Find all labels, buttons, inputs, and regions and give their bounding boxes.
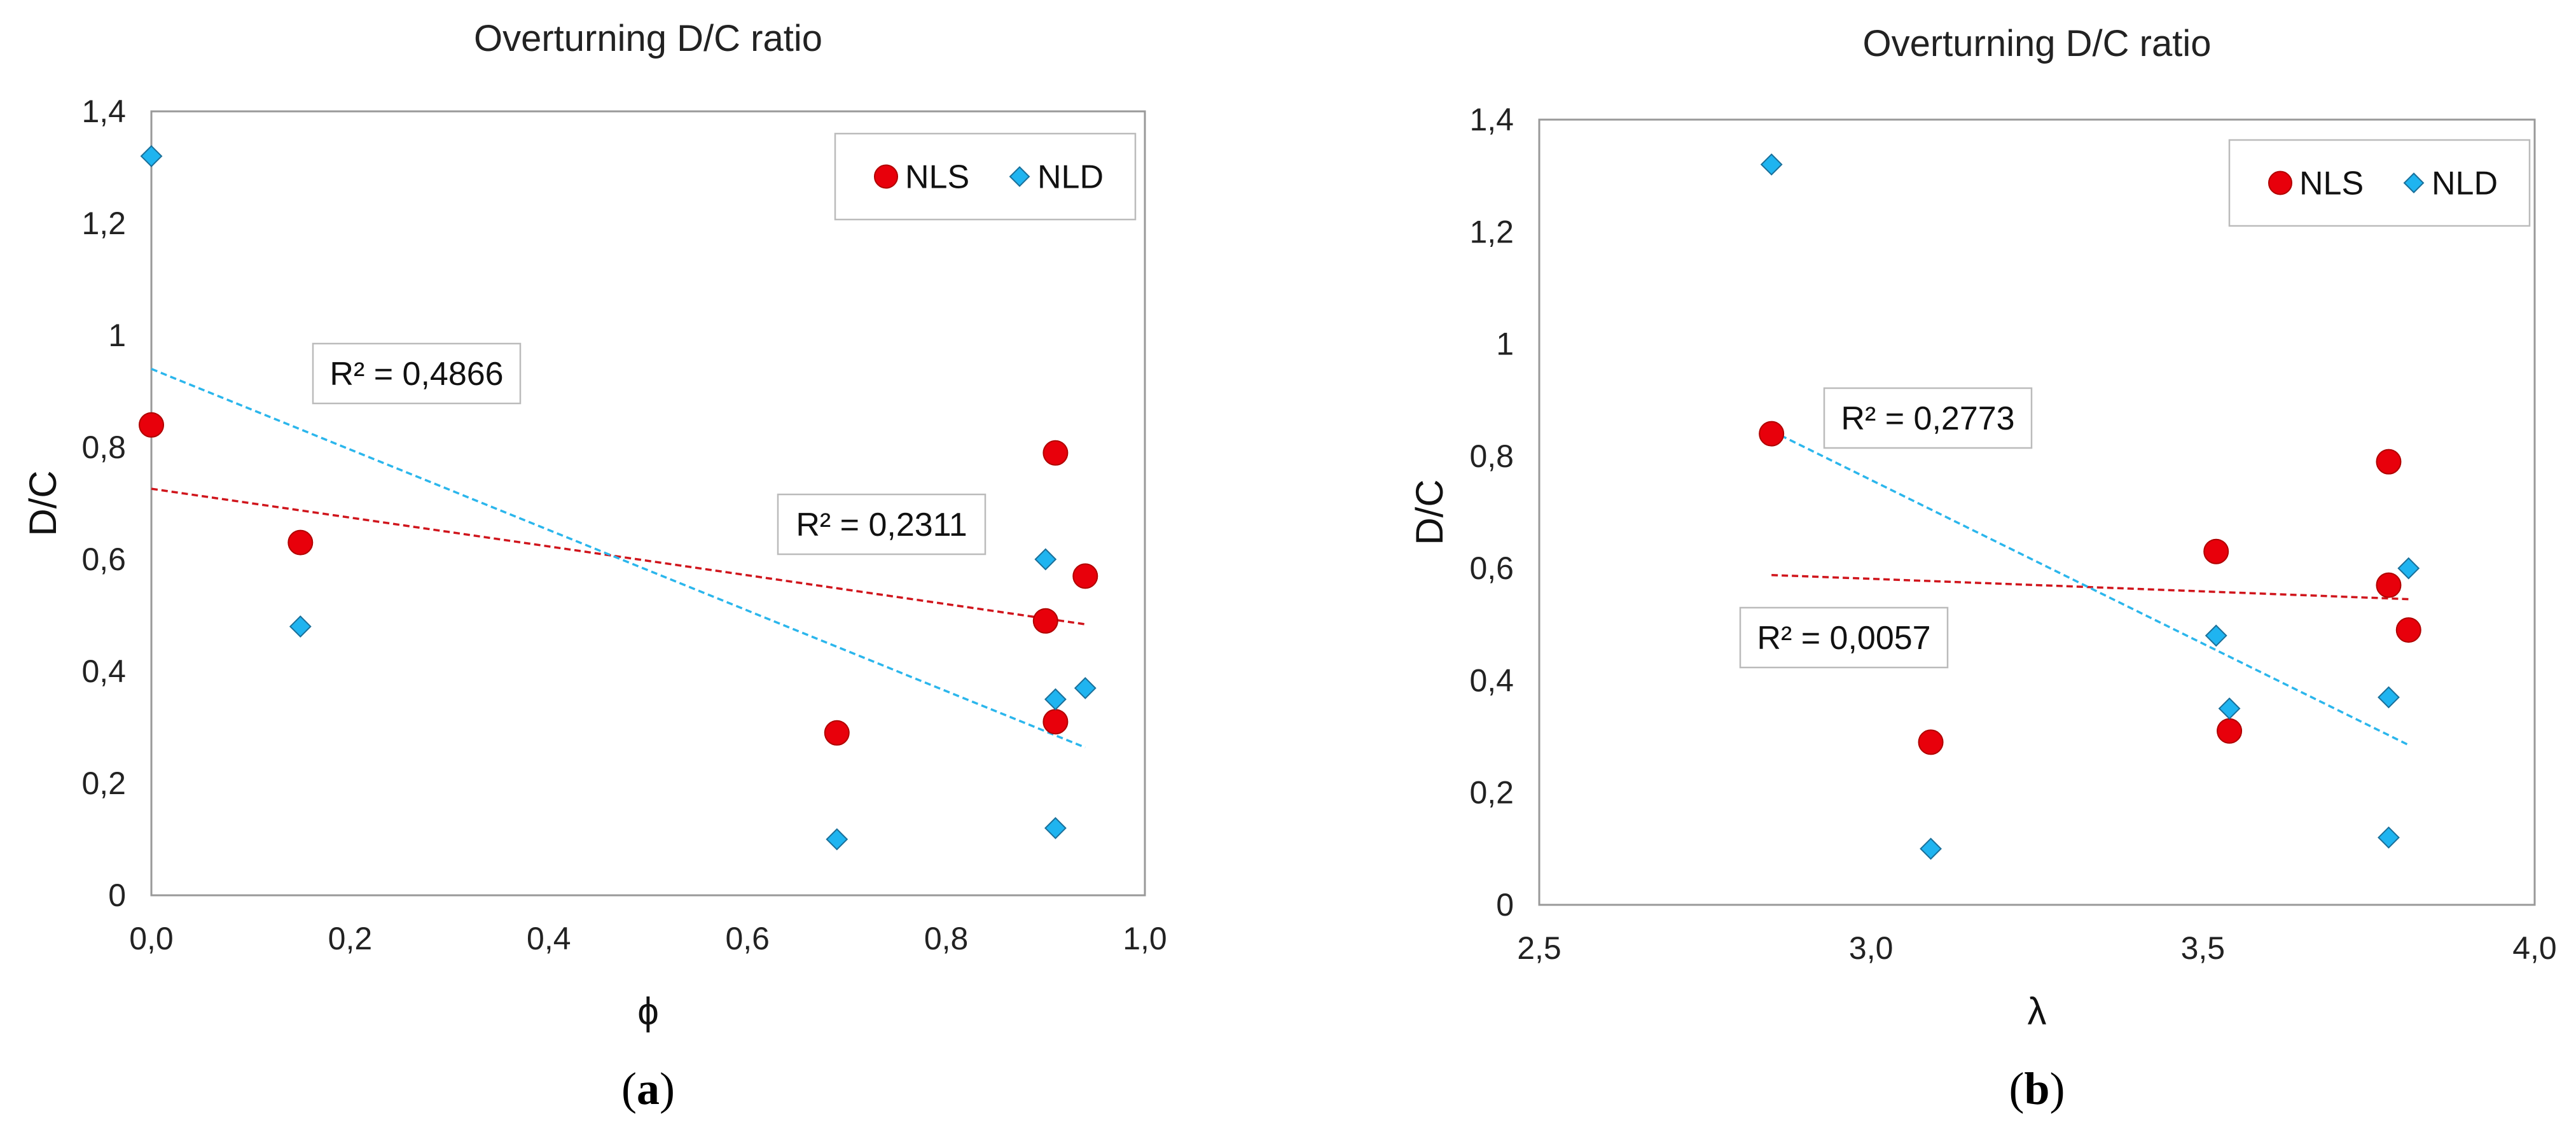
data-point-nld xyxy=(826,828,848,851)
x-tick-label: 3,0 xyxy=(1849,930,1894,966)
r2-label: R² = 0,2311 xyxy=(796,507,967,543)
legend-marker-nld xyxy=(2403,172,2425,193)
legend-label-nld: NLD xyxy=(2432,165,2498,202)
data-point-nls xyxy=(2395,617,2421,643)
data-point-nls xyxy=(139,412,164,438)
data-point-nls xyxy=(824,720,850,746)
trendline-nls xyxy=(1771,573,2409,601)
r2-box xyxy=(1739,606,1949,669)
data-point-nld xyxy=(1034,548,1057,571)
y-tick-label: 0,6 xyxy=(81,542,126,577)
r2-box xyxy=(1823,387,2033,449)
chart-title: Overturning D/C ratio xyxy=(474,18,822,59)
legend-label-nls: NLS xyxy=(2299,165,2364,202)
data-point-nls xyxy=(2376,572,2402,598)
data-point-nld xyxy=(1760,153,1783,176)
r2-label: R² = 0,4866 xyxy=(329,356,503,393)
x-tick-label: 3,5 xyxy=(2181,930,2226,966)
chart-title: Overturning D/C ratio xyxy=(1863,23,2212,64)
data-point-nls xyxy=(2376,449,2402,475)
x-tick-label: 1,0 xyxy=(1123,921,1167,956)
legend: NLS NLD xyxy=(2228,139,2531,227)
panel-label: (a) xyxy=(621,1063,675,1114)
r2-label: R² = 0,2773 xyxy=(1841,400,2014,437)
x-axis-label: λ xyxy=(2028,990,2047,1033)
data-point-nls xyxy=(1042,440,1069,466)
r2-annotation-nld: R² = 0,2773 xyxy=(1823,387,2033,449)
y-tick-label: 0,8 xyxy=(81,430,126,465)
r2-box xyxy=(312,342,522,405)
plot-frame xyxy=(150,110,1146,897)
data-point-nld xyxy=(2378,686,2400,709)
legend-marker-nls xyxy=(874,164,898,189)
x-tick-label: 4,0 xyxy=(2512,930,2557,966)
x-tick-label: 2,5 xyxy=(1517,930,1562,966)
data-point-nls xyxy=(2217,718,2243,744)
x-tick-label: 0,0 xyxy=(129,921,174,956)
chart-b: Overturning D/C ratio 0 0,2 0,4 0,6 0,8 1 1,2 1,… xyxy=(1408,23,2557,1114)
y-tick-label: 0 xyxy=(108,877,126,913)
legend-label-nls: NLS xyxy=(905,159,969,196)
data-point-nld xyxy=(1044,688,1067,711)
x-tick-label: 0,4 xyxy=(527,921,571,956)
r2-box xyxy=(777,493,987,556)
legend-marker-nls xyxy=(2268,171,2292,195)
y-tick-label: 0,6 xyxy=(1469,550,1514,586)
y-tick-label: 0,8 xyxy=(1469,438,1514,474)
y-tick-label: 1,2 xyxy=(81,206,126,241)
legend-label-nld: NLD xyxy=(1037,159,1104,196)
r2-annotation-nld: R² = 0,4866 xyxy=(312,342,522,405)
data-point-nld xyxy=(2378,826,2400,849)
data-point-nld xyxy=(1920,837,1942,860)
y-axis-label: D/C xyxy=(1408,479,1451,545)
legend-marker-nld xyxy=(1009,166,1030,187)
x-tick-label: 0,6 xyxy=(725,921,770,956)
data-point-nld xyxy=(140,144,163,167)
y-axis-label: D/C xyxy=(22,470,64,536)
r2-annotation-nls: R² = 0,2311 xyxy=(777,493,987,556)
y-tick-label: 0 xyxy=(1496,887,1514,923)
data-point-nls xyxy=(2203,538,2229,564)
x-axis-label: ϕ xyxy=(637,990,659,1033)
data-point-nls xyxy=(1918,729,1944,755)
panel-label: (b) xyxy=(2009,1063,2065,1114)
y-tick-label: 0,2 xyxy=(81,765,126,801)
data-point-nls xyxy=(1032,608,1058,634)
data-point-nls xyxy=(1072,563,1098,589)
data-point-nls xyxy=(1759,421,1785,447)
data-point-nls xyxy=(1042,709,1069,735)
r2-annotation-nls: R² = 0,0057 xyxy=(1739,606,1949,669)
data-point-nld xyxy=(289,615,312,638)
trendline-nls xyxy=(151,487,1086,625)
y-tick-label: 0,4 xyxy=(1469,662,1514,698)
data-point-nls xyxy=(287,529,314,556)
r2-label: R² = 0,0057 xyxy=(1757,620,1930,657)
plot-frame xyxy=(1538,118,2536,906)
data-point-nld xyxy=(2397,557,2420,580)
y-tick-label: 1,4 xyxy=(81,94,126,129)
y-tick-label: 0,2 xyxy=(1469,775,1514,811)
y-tick-label: 1 xyxy=(1496,326,1514,362)
data-point-nld xyxy=(1074,676,1097,699)
trendline-nld xyxy=(151,368,1086,749)
data-point-nld xyxy=(2205,624,2227,647)
data-point-nld xyxy=(2218,697,2241,720)
y-tick-label: 1,2 xyxy=(1469,214,1514,249)
x-tick-label: 0,8 xyxy=(924,921,969,956)
chart-a: Overturning D/C ratio 0 0,2 0,4 0,6 0,8 1 1,2 1,… xyxy=(22,18,1167,1114)
trendline-nld xyxy=(1771,430,2409,746)
data-point-nld xyxy=(1044,816,1067,839)
y-tick-label: 0,4 xyxy=(81,653,126,689)
y-tick-label: 1 xyxy=(108,318,126,353)
legend: NLS NLD xyxy=(834,132,1137,221)
y-tick-label: 1,4 xyxy=(1469,102,1514,137)
x-tick-label: 0,2 xyxy=(328,921,373,956)
